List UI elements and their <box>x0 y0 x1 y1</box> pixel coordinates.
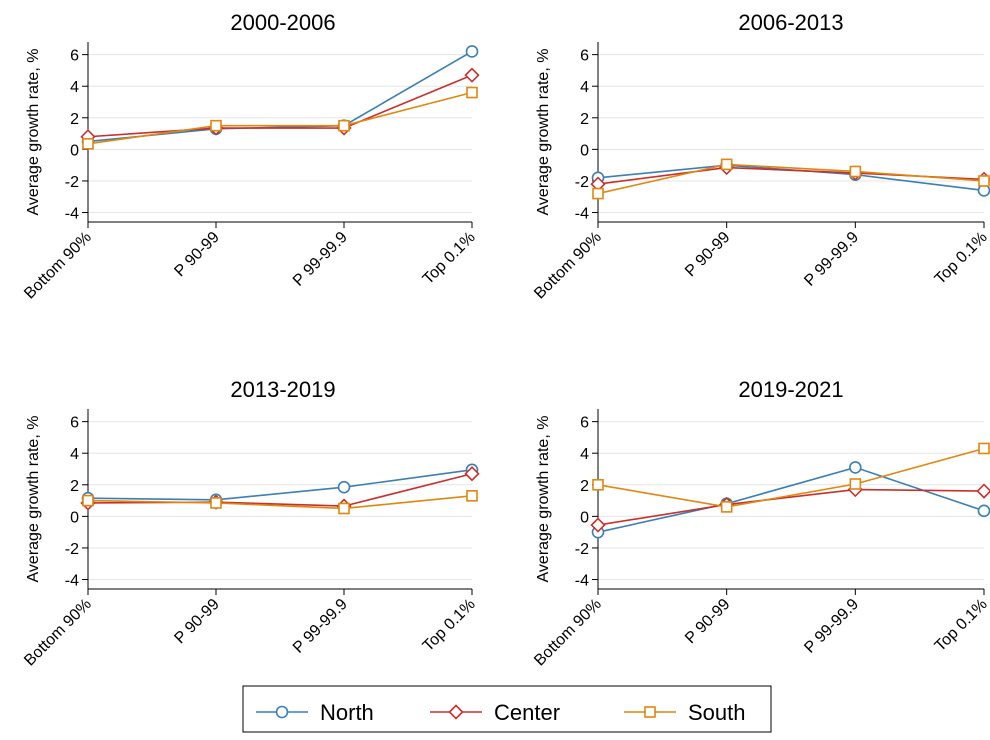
y-tick-label: 0 <box>580 142 589 159</box>
y-tick-label: 6 <box>70 48 79 65</box>
y-tick-label: 0 <box>70 509 79 526</box>
panel-2000-2006: 2000-2006 -4 -2 0 2 4 6 Average growth rate, % B… <box>21 10 479 302</box>
y-tick-label: 4 <box>70 79 79 96</box>
x-tick-label: Bottom 90% <box>531 596 605 670</box>
point-center <box>978 485 990 498</box>
x-tick-label: Top 0.1% <box>932 229 990 288</box>
y-tick-label: 0 <box>580 509 589 526</box>
y-tick-label: 0 <box>70 142 79 159</box>
series-north <box>593 462 990 538</box>
point-south <box>467 88 477 98</box>
series-line-north <box>598 165 984 190</box>
y-tick-label: -2 <box>575 174 589 191</box>
y-tick-label: -4 <box>575 573 589 590</box>
legend: North Center South <box>243 686 771 732</box>
panel-title: 2006-2013 <box>738 10 843 35</box>
point-south <box>83 139 93 149</box>
legend-marker-north <box>277 707 288 718</box>
y-tick-label: 4 <box>580 446 589 463</box>
x-tick-label: Top 0.1% <box>932 596 990 655</box>
point-south <box>593 480 603 490</box>
y-tick-label: 2 <box>70 111 79 128</box>
y-tick-label: 6 <box>70 415 79 432</box>
y-tick-label: -4 <box>65 206 79 223</box>
point-south <box>339 121 349 131</box>
series-line-north <box>598 467 984 532</box>
point-north <box>979 505 990 516</box>
y-tick-label: -2 <box>65 174 79 191</box>
point-south <box>979 443 989 453</box>
series-line-center <box>598 168 984 185</box>
y-axis-title: Average growth rate, % <box>25 416 42 583</box>
y-tick-label: -4 <box>65 573 79 590</box>
x-tick-label: P 90-99 <box>682 229 734 281</box>
legend-marker-south <box>645 707 655 717</box>
y-axis-title: Average growth rate, % <box>535 49 552 216</box>
series-north <box>83 46 478 147</box>
y-tick-label: 2 <box>70 478 79 495</box>
series-line-south <box>598 164 984 193</box>
x-tick-label: P 99-99.9 <box>290 229 351 290</box>
y-tick-label: 2 <box>580 478 589 495</box>
point-south <box>211 121 221 131</box>
y-tick-label: 4 <box>70 446 79 463</box>
x-tick-label: P 99-99.9 <box>801 229 862 290</box>
x-tick-label: Top 0.1% <box>420 229 479 288</box>
point-south <box>979 176 989 186</box>
point-south <box>722 159 732 169</box>
series-line-south <box>598 448 984 506</box>
panel-title: 2013-2019 <box>230 377 335 402</box>
y-tick-label: 6 <box>580 415 589 432</box>
legend-label: Center <box>494 700 560 725</box>
point-south <box>850 166 860 176</box>
y-tick-label: 2 <box>580 111 589 128</box>
point-north <box>467 46 478 57</box>
point-south <box>850 479 860 489</box>
x-tick-label: P 90-99 <box>682 596 734 648</box>
panel-2013-2019: 2013-2019 -4 -2 0 2 4 6 Average growth rate, % B… <box>21 377 479 669</box>
panel-title: 2000-2006 <box>230 10 335 35</box>
legend-label: North <box>320 700 374 725</box>
x-tick-label: Bottom 90% <box>21 229 95 303</box>
series-south <box>593 159 989 198</box>
point-south <box>339 503 349 513</box>
y-axis-title: Average growth rate, % <box>535 416 552 583</box>
x-tick-label: P 90-99 <box>171 596 223 648</box>
y-axis-title: Average growth rate, % <box>25 49 42 216</box>
y-tick-label: 4 <box>580 79 589 96</box>
series-center <box>592 483 990 532</box>
x-tick-label: P 99-99.9 <box>290 596 351 657</box>
y-tick-label: 6 <box>580 48 589 65</box>
y-tick-label: -4 <box>575 206 589 223</box>
y-tick-label: -2 <box>65 541 79 558</box>
x-tick-label: Top 0.1% <box>420 596 479 655</box>
point-south <box>211 498 221 508</box>
point-north <box>339 482 350 493</box>
series-line-south <box>88 496 472 509</box>
point-south <box>467 491 477 501</box>
panel-2019-2021: 2019-2021 -4 -2 0 2 4 6 Average growth rate, % B… <box>531 377 990 669</box>
legend-label: South <box>688 700 746 725</box>
point-center <box>466 69 479 82</box>
x-tick-label: Bottom 90% <box>531 229 605 303</box>
x-tick-label: Bottom 90% <box>21 596 95 670</box>
y-tick-label: -2 <box>575 541 589 558</box>
panel-2006-2013: 2006-2013 -4 -2 0 2 4 6 Average growth rate, % B… <box>531 10 990 302</box>
panel-title: 2019-2021 <box>738 377 843 402</box>
point-south <box>722 502 732 512</box>
point-north <box>850 462 861 473</box>
series-south <box>593 443 989 511</box>
point-south <box>83 496 93 506</box>
series-center <box>592 161 990 191</box>
x-tick-label: P 90-99 <box>171 229 223 281</box>
x-tick-label: P 99-99.9 <box>801 596 862 657</box>
point-south <box>593 189 603 199</box>
